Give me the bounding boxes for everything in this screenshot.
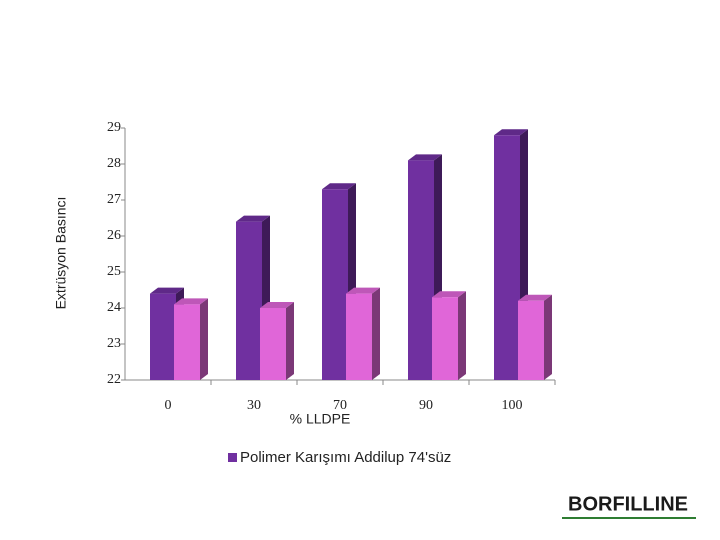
legend-label: Polimer Karışımı Addilup 74'süz (240, 449, 451, 466)
bar-front (494, 135, 520, 380)
bar-top (518, 294, 552, 301)
x-axis-title: % LLDPE (290, 411, 351, 427)
bar-top (174, 298, 208, 305)
x-tick-label: 0 (165, 398, 172, 413)
bar-front (408, 160, 434, 380)
bar (260, 302, 294, 380)
bar-side (286, 302, 294, 380)
y-tick-label: 26 (107, 228, 121, 243)
bar-side (544, 294, 552, 380)
bar-side (458, 291, 466, 380)
x-tick-label: 30 (247, 398, 261, 413)
bar-top (408, 154, 442, 161)
bar-top (494, 129, 528, 136)
bar-front (518, 300, 544, 380)
logo: BORFILLINE (568, 493, 688, 515)
x-tick-label: 90 (419, 398, 433, 413)
bar (432, 291, 466, 380)
y-tick-label: 25 (107, 264, 121, 279)
bar-top (236, 215, 270, 222)
bar-side (372, 287, 380, 380)
bar-top (432, 291, 466, 298)
x-tick-label: 70 (333, 398, 347, 413)
bar-side (200, 298, 208, 380)
bar-front (432, 297, 458, 380)
bar (518, 294, 552, 380)
x-tick-label: 100 (502, 398, 523, 413)
bar (174, 298, 208, 380)
bar-top (346, 287, 380, 294)
bar-front (322, 189, 348, 380)
y-tick-label: 29 (107, 120, 121, 135)
y-tick-label: 24 (107, 300, 121, 315)
y-tick-label: 22 (107, 372, 121, 387)
bar-front (150, 293, 176, 380)
bar-top (322, 183, 356, 190)
y-tick-label: 28 (107, 156, 121, 171)
bar (346, 287, 380, 380)
y-tick-label: 23 (107, 336, 121, 351)
bar-front (174, 304, 200, 380)
bar-top (150, 287, 184, 294)
y-axis-title: Extrüsyon Basıncı (53, 197, 69, 310)
legend-swatch (228, 453, 237, 462)
bar-front (236, 221, 262, 380)
bar-front (260, 308, 286, 380)
bar-front (346, 293, 372, 380)
bar-top (260, 302, 294, 308)
y-tick-label: 27 (107, 192, 121, 207)
